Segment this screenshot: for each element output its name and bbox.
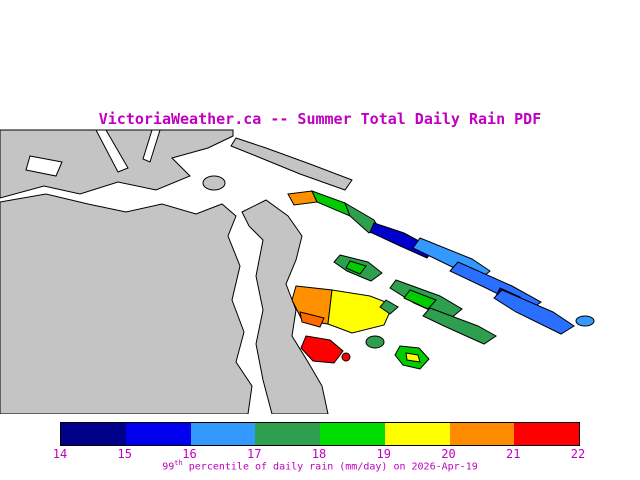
colorbar-caption: 99th percentile of daily rain (mm/day) o… [0, 459, 640, 472]
colorbar-tick-label: 16 [182, 447, 197, 461]
colorbar [60, 422, 580, 446]
colorbar-tick-label: 22 [570, 447, 586, 461]
island-central-yellow-east [327, 289, 394, 334]
island-central-deep-orange-streak [299, 311, 325, 328]
land-diagonal-coast-strip [230, 137, 353, 191]
island-ring-inner-yellow [405, 352, 421, 363]
caption-superscript: th [174, 459, 183, 467]
land-peninsula [241, 199, 329, 414]
map-canvas [0, 129, 595, 414]
colorbar-segment [61, 423, 126, 445]
page-title: VictoriaWeather.ca -- Summer Total Daily… [98, 110, 542, 128]
island-red [300, 335, 344, 364]
island-blue-4 [493, 289, 575, 335]
colorbar-segment [125, 423, 191, 445]
island-green-3 [422, 307, 497, 345]
island-teal-blob [365, 335, 385, 349]
colorbar-tick-label: 14 [52, 447, 68, 461]
caption-value: 99 [162, 461, 175, 473]
colorbar-segment [514, 423, 579, 445]
island-green-2-bright-patch [403, 289, 437, 310]
colorbar-segment [255, 423, 320, 445]
colorbar-tick-label: 15 [117, 447, 132, 461]
colorbar-segment [384, 423, 450, 445]
water-inlet-channel-1 [95, 129, 129, 173]
island-central-green-tip [379, 299, 399, 315]
land-southwest [0, 193, 253, 414]
colorbar-segment [449, 423, 515, 445]
island-north-chain-mid [311, 190, 351, 217]
colorbar-tick-label: 19 [376, 447, 391, 461]
colorbar-tick-label: 17 [247, 447, 262, 461]
colorbar-ticks: 14 15 16 17 18 19 20 21 22 [53, 447, 585, 461]
water-inlet-channel-2 [142, 129, 161, 163]
colorbar-segment [190, 423, 256, 445]
colorbar-tick-label: 18 [311, 447, 327, 461]
island-blue-small [575, 315, 595, 327]
colorbar-segments [61, 423, 579, 445]
island-red-dot [341, 352, 351, 362]
caption-text: percentile of daily rain (mm/day) on 202… [182, 461, 478, 473]
land-small-island [202, 175, 226, 191]
colorbar-tick-label: 21 [506, 447, 521, 461]
island-green-1-bright-patch [345, 260, 367, 275]
colorbar-tick-label: 20 [441, 447, 456, 461]
water-bay [25, 155, 63, 177]
colorbar-segment [320, 423, 385, 445]
